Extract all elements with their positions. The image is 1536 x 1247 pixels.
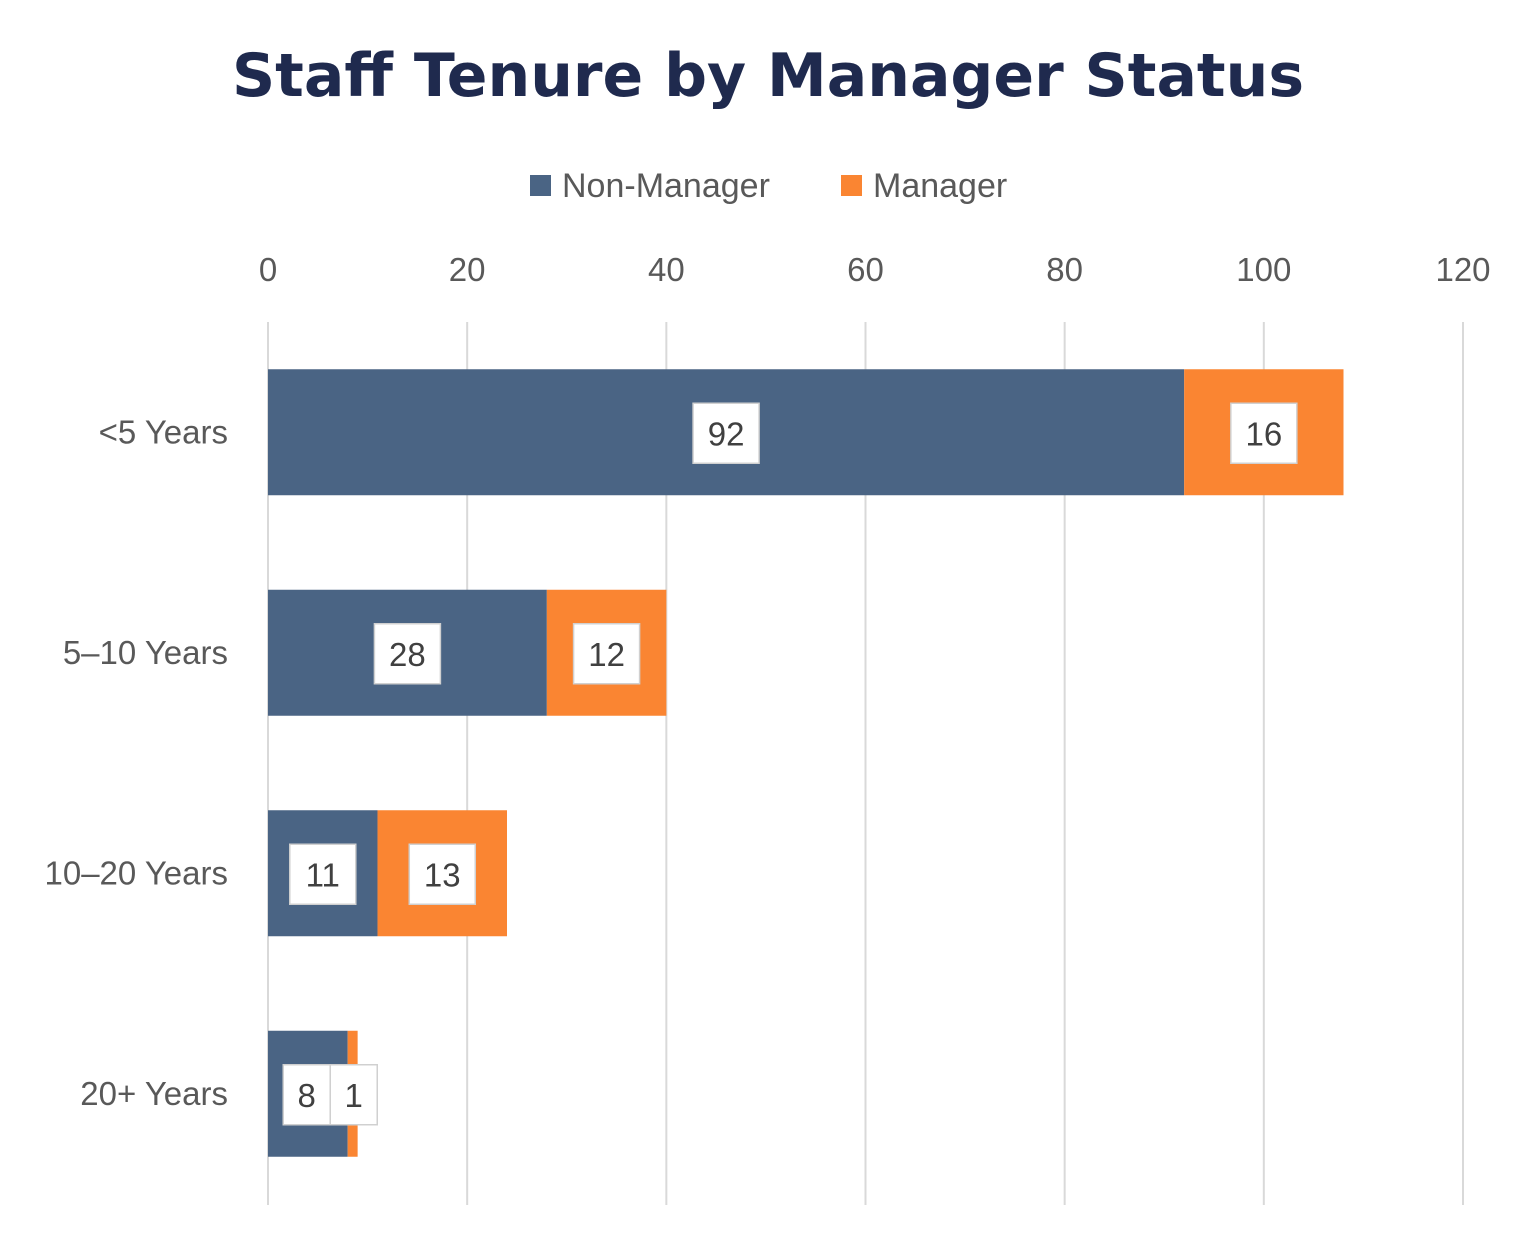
data-label-manager: 16 xyxy=(1230,402,1298,464)
x-tick-label: 0 xyxy=(259,251,277,288)
bars xyxy=(268,369,1344,1157)
data-label-box xyxy=(373,623,442,685)
x-tick-label: 40 xyxy=(648,251,685,288)
data-label-box xyxy=(692,402,760,464)
data-label-box xyxy=(1230,402,1298,464)
data-label-manager: 13 xyxy=(408,843,477,905)
data-label-value: 8 xyxy=(298,1077,316,1114)
data-label-manager: 1 xyxy=(329,1064,378,1126)
category-label: 20+ Years xyxy=(80,1075,228,1112)
data-label-box xyxy=(408,843,477,905)
data-label-manager: 12 xyxy=(572,623,641,685)
data-label-box xyxy=(329,1064,378,1126)
data-label-value: 28 xyxy=(389,636,426,673)
category-label: 5–10 Years xyxy=(63,634,228,671)
legend-label-non-manager: Non-Manager xyxy=(562,167,770,205)
category-label: 10–20 Years xyxy=(44,854,228,891)
data-label-value: 92 xyxy=(708,415,745,452)
x-tick-label: 20 xyxy=(449,251,486,288)
data-label-value: 13 xyxy=(424,856,461,893)
data-label-box xyxy=(289,843,357,905)
legend-swatch-manager xyxy=(841,175,862,196)
data-label-value: 11 xyxy=(306,856,340,893)
chart-title: Staff Tenure by Manager Status xyxy=(232,41,1304,111)
legend-label-manager: Manager xyxy=(873,167,1007,205)
x-tick-label: 60 xyxy=(847,251,884,288)
data-label-box xyxy=(572,623,641,685)
category-labels: <5 Years 5–10 Years 10–20 Years 20+ Years xyxy=(44,413,228,1112)
data-label-non-manager: 11 xyxy=(289,843,357,905)
x-tick-label: 80 xyxy=(1046,251,1083,288)
x-tick-label: 100 xyxy=(1236,251,1291,288)
data-label-non-manager: 28 xyxy=(373,623,442,685)
data-label-non-manager: 8 xyxy=(282,1064,331,1126)
data-label-value: 16 xyxy=(1245,415,1282,452)
x-tick-label: 120 xyxy=(1435,251,1490,288)
legend-swatch-non-manager xyxy=(530,175,551,196)
data-labels: 92 16 28 12 11 13 8 1 xyxy=(282,402,1298,1126)
legend: Non-Manager Manager xyxy=(530,167,1007,205)
x-axis-ticks: 0 20 40 60 80 100 120 xyxy=(259,251,1491,288)
data-label-non-manager: 92 xyxy=(692,402,760,464)
data-label-value: 1 xyxy=(345,1077,363,1114)
data-label-value: 12 xyxy=(588,636,625,673)
data-label-box xyxy=(282,1064,331,1126)
category-label: <5 Years xyxy=(99,413,228,450)
